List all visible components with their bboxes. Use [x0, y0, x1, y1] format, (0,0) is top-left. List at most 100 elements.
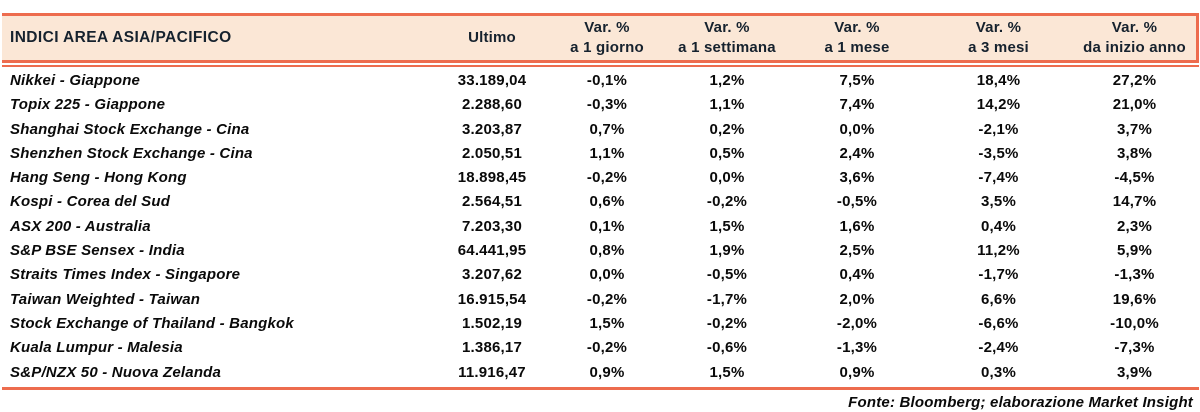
value-d1: -0,2% — [586, 339, 628, 357]
table-body: Nikkei - Giappone 33.189,04 -0,1% 1,2% 7,5% 1… — [2, 67, 1199, 387]
table-row: Kuala Lumpur - Malesia 1.386,17 -0,2% -0,6%… — [2, 336, 1199, 360]
table-row: Stock Exchange of Thailand - Bangkok 1.50… — [2, 312, 1199, 336]
table-title: INDICI AREA ASIA/PACIFICO — [10, 29, 232, 46]
value-m3: 6,6% — [981, 290, 1016, 308]
value-d1: -0,2% — [586, 290, 628, 308]
value-ultimo: 33.189,04 — [457, 72, 527, 89]
value-d1: 0,8% — [589, 242, 625, 260]
table-row: Shenzhen Stock Exchange - Cina 2.050,51 1,… — [2, 142, 1199, 166]
table-row: ASX 200 - Australia 7.203,30 0,1% 1,5% 1,6% 0… — [2, 215, 1199, 239]
value-ytd: 27,2% — [1112, 72, 1157, 89]
value-m1: 0,4% — [839, 266, 875, 284]
value-m1: 2,5% — [839, 242, 875, 260]
col-header-line: Var. % — [704, 19, 750, 36]
value-m3: -3,5% — [978, 144, 1019, 162]
value-m3: 0,4% — [981, 217, 1016, 235]
value-m1: 0,9% — [839, 363, 875, 381]
value-ytd: -1,3% — [1114, 266, 1155, 284]
value-m3: 18,4% — [976, 72, 1021, 89]
index-name: ASX 200 - Australia — [10, 217, 151, 235]
col-header-line: Var. % — [584, 19, 630, 36]
value-m3: 0,3% — [981, 363, 1016, 381]
value-ytd: -10,0% — [1110, 314, 1159, 332]
source-note: Fonte: Bloomberg; elaborazione Market In… — [848, 393, 1193, 411]
index-name: Stock Exchange of Thailand - Bangkok — [10, 314, 294, 332]
value-ultimo: 1.386,17 — [462, 339, 522, 357]
value-w1: -0,2% — [706, 314, 748, 332]
value-ultimo: 3.203,87 — [462, 120, 522, 138]
table-row: Shanghai Stock Exchange - Cina 3.203,87 0,… — [2, 118, 1199, 142]
value-d1: -0,1% — [586, 72, 628, 89]
indices-table: INDICI AREA ASIA/PACIFICO Ultimo Var. % … — [2, 13, 1199, 411]
table-row: Nikkei - Giappone 33.189,04 -0,1% 1,2% 7,5% 1… — [2, 69, 1199, 93]
value-d1: 1,5% — [589, 314, 625, 332]
value-m1: -0,5% — [836, 193, 878, 211]
value-d1: 1,1% — [589, 144, 625, 162]
col-header-line: a 1 settimana — [678, 39, 776, 56]
value-d1: 0,9% — [589, 363, 625, 381]
table-row: S&P BSE Sensex - India 64.441,95 0,8% 1,9% 2… — [2, 239, 1199, 263]
value-ytd: 2,3% — [1117, 217, 1152, 235]
value-ultimo: 2.288,60 — [462, 96, 522, 114]
value-m1: 0,0% — [839, 120, 875, 138]
index-name: Straits Times Index - Singapore — [10, 266, 241, 284]
col-header-var-1-mese: Var. % a 1 mese — [787, 16, 927, 60]
value-ytd: 3,7% — [1117, 120, 1152, 138]
value-ultimo: 64.441,95 — [457, 242, 527, 260]
value-d1: 0,0% — [589, 266, 625, 284]
value-w1: 1,5% — [709, 217, 745, 235]
value-w1: 1,9% — [709, 242, 745, 260]
value-m1: 3,6% — [839, 169, 875, 187]
value-w1: 1,1% — [709, 96, 745, 114]
value-w1: 0,5% — [709, 144, 745, 162]
value-m3: 11,2% — [977, 242, 1020, 260]
index-name: Hang Seng - Hong Kong — [10, 169, 187, 187]
value-m3: -7,4% — [978, 169, 1019, 187]
value-d1: 0,7% — [589, 120, 625, 138]
col-header-line: Var. % — [834, 19, 880, 36]
value-m1: 2,0% — [839, 290, 875, 308]
header-rule-gap — [2, 63, 1199, 65]
value-ultimo: 3.207,62 — [462, 266, 522, 284]
value-ultimo: 2.564,51 — [462, 193, 522, 211]
col-header-line: Var. % — [975, 19, 1022, 36]
value-ultimo: 16.915,54 — [457, 290, 527, 308]
value-m3: 3,5% — [981, 193, 1016, 211]
index-name: S&P/NZX 50 - Nuova Zelanda — [10, 363, 222, 381]
value-d1: 0,6% — [589, 193, 625, 211]
value-d1: -0,3% — [586, 96, 628, 114]
value-ytd: -4,5% — [1114, 169, 1155, 187]
table-row: Straits Times Index - Singapore 3.207,62 0… — [2, 263, 1199, 287]
value-d1: -0,2% — [586, 169, 628, 187]
index-name: Kuala Lumpur - Malesia — [10, 339, 183, 357]
table-row: S&P/NZX 50 - Nuova Zelanda 11.916,47 0,9% 1… — [2, 361, 1199, 385]
col-header-var-1-giorno: Var. % a 1 giorno — [547, 16, 667, 60]
value-ultimo: 18.898,45 — [457, 169, 527, 187]
table-row: Taiwan Weighted - Taiwan 16.915,54 -0,2% -1… — [2, 288, 1199, 312]
col-header-line: Ultimo — [468, 29, 516, 46]
index-name: Shenzhen Stock Exchange - Cina — [10, 144, 253, 162]
index-name: Taiwan Weighted - Taiwan — [10, 290, 201, 308]
col-header-var-1-settimana: Var. % a 1 settimana — [667, 16, 787, 60]
value-ytd: 3,9% — [1117, 363, 1152, 381]
table-row: Hang Seng - Hong Kong 18.898,45 -0,2% 0,0% 3… — [2, 166, 1199, 190]
value-w1: 0,2% — [709, 120, 745, 138]
index-name: Kospi - Corea del Sud — [10, 193, 171, 211]
value-ytd: 21,0% — [1112, 96, 1157, 114]
value-w1: -1,7% — [706, 290, 748, 308]
value-m3: -2,1% — [978, 120, 1019, 138]
col-header-line: a 1 giorno — [570, 39, 644, 56]
col-header-ultimo: Ultimo — [437, 16, 547, 60]
table-header-band: INDICI AREA ASIA/PACIFICO Ultimo Var. % … — [2, 13, 1199, 63]
value-w1: -0,6% — [706, 339, 748, 357]
value-m3: -6,6% — [978, 314, 1019, 332]
value-m1: 7,4% — [839, 96, 875, 114]
value-ytd: 5,9% — [1117, 242, 1152, 260]
value-ultimo: 7.203,30 — [462, 217, 522, 235]
value-w1: 1,5% — [709, 363, 745, 381]
value-m1: -1,3% — [836, 339, 878, 357]
value-m3: -1,7% — [978, 266, 1019, 284]
value-m1: 7,5% — [839, 72, 875, 89]
table-header-row: INDICI AREA ASIA/PACIFICO Ultimo Var. % … — [2, 16, 1196, 60]
index-name: Shanghai Stock Exchange - Cina — [10, 120, 250, 138]
